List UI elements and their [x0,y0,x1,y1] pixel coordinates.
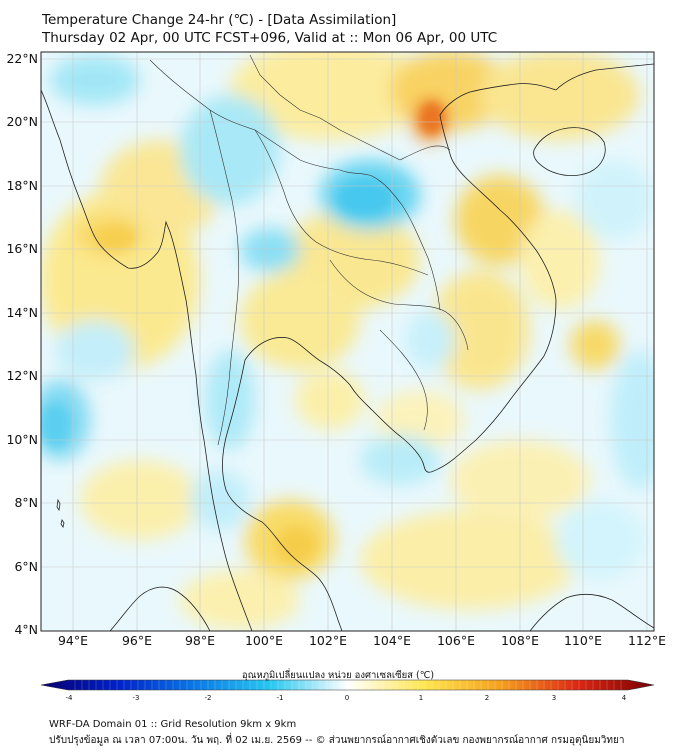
borders [149,54,469,446]
lon-label: 104°E [372,633,411,648]
lon-label: 100°E [244,633,283,648]
lat-label: 14°N [6,305,38,320]
colorbar-tick-label: 4 [621,694,627,702]
footer-credit: ปรับปรุงข้อมูล ณ เวลา 07:00น. วัน พฤ. ที… [49,735,625,746]
lat-label: 20°N [6,114,38,129]
colorbar [40,679,655,691]
map-title: Temperature Change 24-hr (℃) - [Data Ass… [42,12,397,28]
colorbar-gradient [40,679,655,691]
plot-frame [40,51,655,632]
lat-label: 18°N [6,178,38,193]
map-subtitle: Thursday 02 Apr, 00 UTC FCST+096, Valid … [42,30,498,46]
lon-label: 94°E [57,633,89,648]
lon-label: 96°E [121,633,153,648]
colorbar-tick-label: -3 [132,694,140,702]
lon-label: 110°E [563,633,602,648]
temperature-field [41,52,654,631]
lat-label: 22°N [6,51,38,66]
colorbar-tick-label: -1 [276,694,284,702]
lon-label: 98°E [184,633,216,648]
lat-label: 16°N [6,241,38,256]
colorbar-tick-label: 1 [418,694,424,702]
colorbar-tick-label: 2 [484,694,490,702]
colorbar-tick-label: 3 [551,694,557,702]
lat-label: 4°N [14,622,38,637]
graticule [41,52,654,631]
colorbar-tick-label: 0 [344,694,350,702]
lon-label: 108°E [500,633,539,648]
lat-label: 6°N [14,559,38,574]
lon-label: 112°E [627,633,666,648]
lat-label: 10°N [6,432,38,447]
colorbar-title: อุณหภูมิเปลี่ยนแปลง หน่วย องศาเซลเซียส (… [241,670,435,681]
lat-label: 8°N [14,495,38,510]
lon-label: 102°E [308,633,347,648]
footer-model-info: WRF-DA Domain 01 :: Grid Resolution 9km … [49,719,297,730]
colorbar-tick-label: -4 [65,694,73,702]
lat-label: 12°N [6,368,38,383]
lon-label: 106°E [436,633,475,648]
coastlines [41,63,654,631]
colorbar-tick-label: -2 [204,694,212,702]
